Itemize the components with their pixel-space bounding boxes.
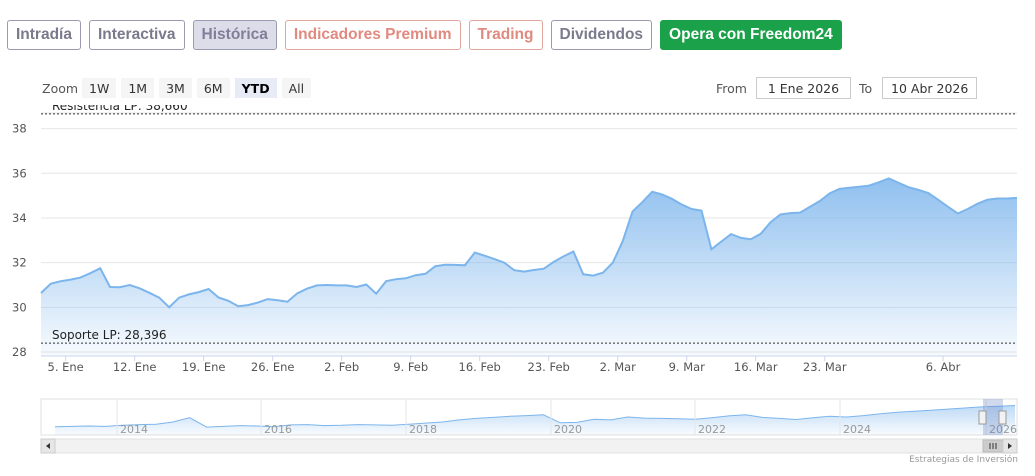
credits-text: Estrategias de Inversión (909, 455, 1018, 465)
zoom-6m-button[interactable]: 6M (196, 78, 230, 98)
tab-opera-con-freedom24[interactable]: Opera con Freedom24 (660, 20, 842, 50)
navigator-line (54, 405, 1016, 428)
from-date-input[interactable]: 1 Ene 2026 (755, 77, 851, 99)
handle-grip (978, 410, 987, 425)
price-area (41, 178, 1017, 356)
tab-dividendos[interactable]: Dividendos (550, 20, 653, 50)
scrollbar-track (40, 438, 1018, 454)
price-line (40, 177, 1018, 309)
zoom-1w-button[interactable]: 1W (82, 78, 117, 98)
y-tick-label: 28 (12, 345, 27, 359)
x-tick-label: 16. Mar (734, 360, 778, 374)
to-date-input[interactable]: 10 Abr 2026 (882, 77, 978, 99)
y-tick-label: 38 (12, 122, 27, 136)
navigator-year-label: 2022 (698, 423, 726, 436)
zoom-1m-button[interactable]: 1M (121, 78, 155, 98)
arrow-right-icon (1008, 443, 1012, 449)
arrow-left-icon (46, 443, 50, 449)
x-tick-label: 16. Feb (459, 360, 501, 374)
from-label: From (716, 80, 747, 96)
x-tick-label: 6. Abr (926, 360, 961, 374)
navigator-area (55, 405, 1015, 435)
x-tick-label: 5. Ene (48, 360, 84, 374)
navigator-handle-right[interactable] (998, 410, 1007, 425)
grip-icon (989, 443, 997, 449)
navigator-year-label: 2018 (409, 423, 437, 436)
x-tick-label: 26. Ene (251, 360, 295, 374)
handle-grip (998, 410, 1007, 425)
navigator-selection (983, 399, 1003, 435)
zoom-label: Zoom (42, 80, 79, 96)
zoom-all-button[interactable]: All (281, 78, 312, 98)
zoom-3m-button[interactable]: 3M (159, 78, 192, 98)
navigator-year-label: 2024 (843, 423, 871, 436)
navigator-handle-left[interactable] (978, 410, 987, 425)
scrollbar-right-button[interactable] (1002, 438, 1018, 454)
scrollbar-left-button[interactable] (40, 438, 56, 454)
x-tick-label: 9. Mar (669, 360, 706, 374)
tab-trading[interactable]: Trading (468, 20, 543, 50)
y-tick-label: 34 (12, 211, 27, 225)
y-tick-label: 30 (12, 300, 27, 314)
x-tick-label: 23. Feb (528, 360, 570, 374)
date-range-from: From 1 Ene 2026 (716, 77, 851, 99)
to-label: To (859, 80, 873, 96)
x-tick-label: 19. Ene (182, 360, 226, 374)
x-tick-label: 12. Ene (113, 360, 157, 374)
tab-indicadores-premium[interactable]: Indicadores Premium (284, 20, 461, 50)
y-tick-label: 36 (12, 166, 27, 180)
x-tick-label: 9. Feb (393, 360, 428, 374)
navigator-year-label: 2020 (554, 423, 582, 436)
price-chart: 28 30 32 34 36 38 Resistencia LP: 38,660 Soport… (12, 105, 1018, 454)
support-label: Soporte LP: 28,396 (52, 328, 167, 342)
navigator-year-label: 2026 (989, 423, 1017, 436)
zoom-ytd-button[interactable]: YTD (234, 78, 277, 98)
tab-interactiva[interactable]: Interactiva (88, 20, 185, 50)
tab-intradía[interactable]: Intradía (7, 20, 81, 50)
tab-histórica[interactable]: Histórica (192, 20, 277, 50)
chart-tabs: Intradía Interactiva Histórica Indicadores … (7, 20, 842, 50)
zoom-selector: Zoom 1W 1M 3M 6M YTD All (42, 78, 316, 98)
date-range-to: To 10 Abr 2026 (859, 77, 978, 99)
x-tick-label: 2. Feb (324, 360, 359, 374)
x-tick-label: 2. Mar (600, 360, 637, 374)
resistance-label: Resistencia LP: 38,660 (52, 105, 188, 113)
y-tick-label: 32 (12, 256, 27, 270)
navigator-year-label: 2016 (264, 423, 292, 436)
navigator-year-label: 2014 (120, 423, 148, 436)
x-tick-label: 23. Mar (803, 360, 847, 374)
